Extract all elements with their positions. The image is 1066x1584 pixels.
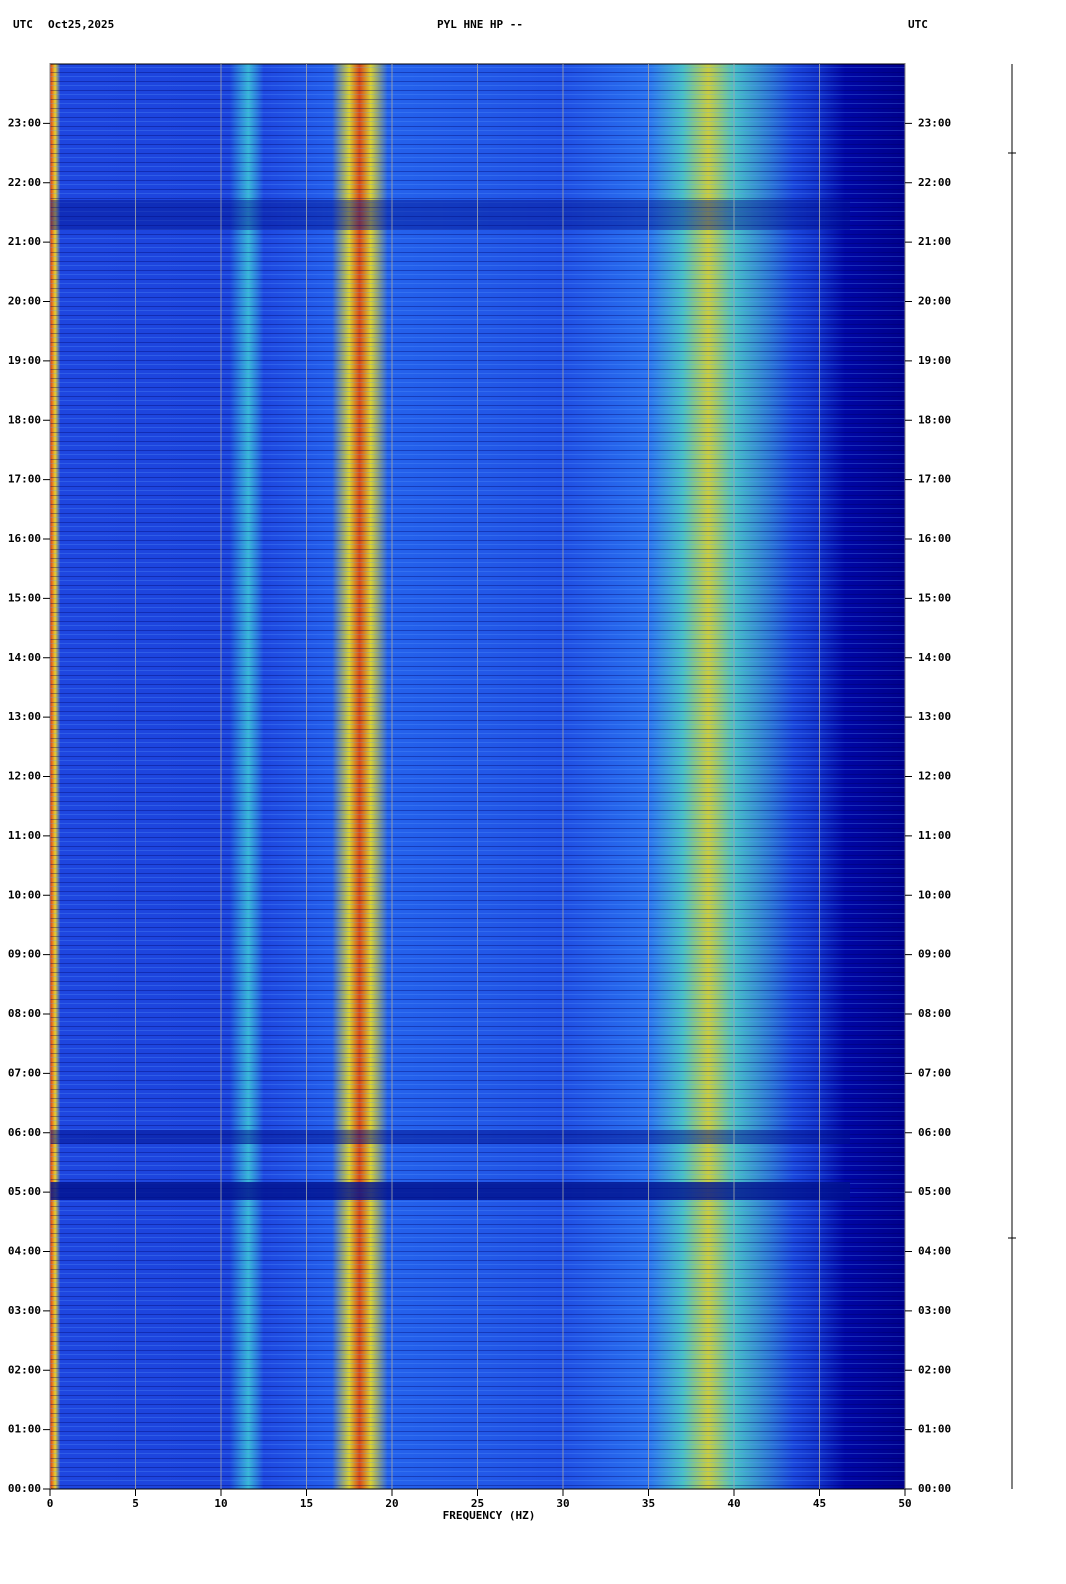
x-tick-label: 5 (132, 1497, 139, 1510)
y-tick-label: 20:00 (918, 295, 951, 308)
y-tick-label: 19:00 (8, 354, 41, 367)
y-tick-label: 03:00 (918, 1304, 951, 1317)
spectrogram-dark-band (50, 200, 850, 230)
y-tick-label: 19:00 (918, 354, 951, 367)
y-tick-label: 14:00 (918, 651, 951, 664)
y-tick-label: 16:00 (918, 532, 951, 545)
y-tick-label: 13:00 (918, 710, 951, 723)
y-tick-label: 05:00 (918, 1185, 951, 1198)
y-tick-label: 00:00 (8, 1482, 41, 1495)
y-tick-label: 21:00 (8, 235, 41, 248)
y-tick-label: 15:00 (8, 591, 41, 604)
y-tick-label: 13:00 (8, 710, 41, 723)
y-tick-label: 09:00 (918, 948, 951, 961)
y-tick-label: 10:00 (918, 888, 951, 901)
y-tick-label: 11:00 (8, 829, 41, 842)
y-tick-label: 00:00 (918, 1482, 951, 1495)
y-tick-label: 02:00 (8, 1363, 41, 1376)
spectrogram-dark-band (50, 1182, 850, 1200)
x-axis-label: FREQUENCY (HZ) (443, 1509, 536, 1522)
timezone-label: UTC (13, 18, 33, 31)
y-tick-label: 04:00 (8, 1245, 41, 1258)
y-tick-label: 22:00 (8, 176, 41, 189)
y-tick-label: 07:00 (918, 1066, 951, 1079)
y-tick-label: 12:00 (8, 770, 41, 783)
x-tick-label: 50 (898, 1497, 911, 1510)
x-tick-label: 30 (556, 1497, 569, 1510)
y-tick-label: 18:00 (918, 413, 951, 426)
y-tick-label: 02:00 (918, 1363, 951, 1376)
y-tick-label: 08:00 (8, 1007, 41, 1020)
y-tick-label: 01:00 (918, 1423, 951, 1436)
y-tick-label: 22:00 (918, 176, 951, 189)
x-tick-label: 20 (385, 1497, 398, 1510)
y-tick-label: 21:00 (918, 235, 951, 248)
y-tick-label: 01:00 (8, 1423, 41, 1436)
timezone-label: UTC (908, 18, 928, 31)
x-tick-label: 25 (471, 1497, 484, 1510)
chart-title: PYL HNE HP -- (437, 18, 523, 31)
y-tick-label: 11:00 (918, 829, 951, 842)
y-tick-label: 16:00 (8, 532, 41, 545)
y-tick-label: 23:00 (8, 116, 41, 129)
y-tick-label: 17:00 (8, 473, 41, 486)
y-tick-label: 03:00 (8, 1304, 41, 1317)
y-tick-label: 06:00 (8, 1126, 41, 1139)
y-tick-label: 05:00 (8, 1185, 41, 1198)
y-tick-label: 17:00 (918, 473, 951, 486)
x-tick-label: 10 (214, 1497, 227, 1510)
y-tick-label: 18:00 (8, 413, 41, 426)
y-tick-label: 04:00 (918, 1245, 951, 1258)
spectrogram-dark-band (50, 1130, 850, 1144)
date-label: Oct25,2025 (48, 18, 114, 31)
x-tick-label: 35 (642, 1497, 655, 1510)
y-tick-label: 20:00 (8, 295, 41, 308)
y-tick-label: 23:00 (918, 116, 951, 129)
y-tick-label: 10:00 (8, 888, 41, 901)
x-tick-label: 0 (47, 1497, 54, 1510)
x-tick-label: 45 (813, 1497, 826, 1510)
x-tick-label: 15 (300, 1497, 313, 1510)
y-tick-label: 09:00 (8, 948, 41, 961)
y-tick-label: 06:00 (918, 1126, 951, 1139)
x-tick-label: 40 (727, 1497, 740, 1510)
y-tick-label: 12:00 (918, 770, 951, 783)
y-tick-label: 15:00 (918, 591, 951, 604)
y-tick-label: 08:00 (918, 1007, 951, 1020)
y-tick-label: 07:00 (8, 1066, 41, 1079)
y-tick-label: 14:00 (8, 651, 41, 664)
